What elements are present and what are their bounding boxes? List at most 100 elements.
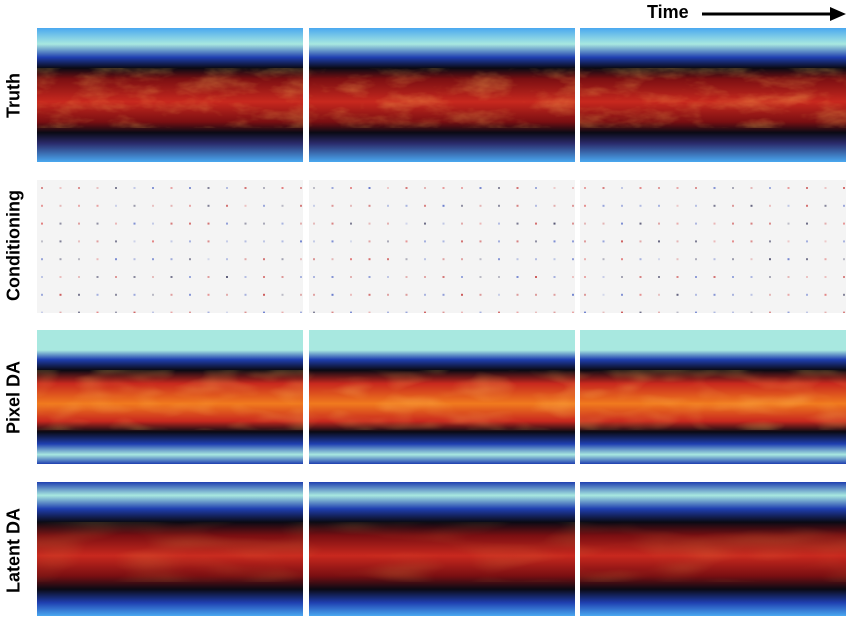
observation-dot bbox=[553, 293, 556, 296]
observation-dot bbox=[281, 258, 284, 261]
observation-dot bbox=[602, 276, 605, 278]
observation-dot bbox=[750, 204, 753, 207]
observation-dot bbox=[189, 311, 191, 313]
observation-dot bbox=[281, 204, 284, 207]
time-label: Time bbox=[647, 2, 689, 22]
observation-dot bbox=[207, 187, 210, 189]
observation-dot bbox=[750, 240, 753, 243]
observation-dot bbox=[442, 258, 445, 261]
observation-dot bbox=[442, 222, 445, 225]
observation-dot bbox=[115, 187, 117, 189]
observation-dot bbox=[368, 204, 371, 207]
observation-dot bbox=[152, 276, 154, 278]
observation-dot bbox=[824, 240, 827, 243]
observation-dot bbox=[115, 258, 117, 261]
observation-dot bbox=[498, 187, 500, 189]
observation-dot bbox=[226, 293, 228, 296]
panel-conditioning-t2 bbox=[309, 180, 575, 313]
observation-dot bbox=[170, 222, 173, 225]
panel-truth-t1 bbox=[37, 28, 303, 162]
observation-dot bbox=[806, 222, 808, 225]
row-label-latent-da: Latent DA bbox=[3, 508, 24, 593]
observation-dot bbox=[479, 187, 482, 189]
observation-dot bbox=[639, 311, 642, 313]
observation-dot bbox=[59, 293, 62, 296]
observation-dot bbox=[368, 240, 371, 243]
observation-dot bbox=[133, 222, 136, 225]
observation-dot bbox=[787, 187, 790, 189]
observation-dot bbox=[96, 222, 99, 225]
panel-pixel-t1 bbox=[37, 330, 303, 464]
observation-dot bbox=[59, 240, 62, 243]
observation-dot bbox=[152, 258, 154, 261]
observation-dot bbox=[621, 222, 623, 225]
observation-dot bbox=[244, 258, 247, 261]
observation-dot bbox=[806, 204, 808, 207]
observation-dot bbox=[713, 293, 716, 296]
observation-dot bbox=[263, 276, 265, 278]
observation-dot bbox=[535, 222, 537, 225]
observation-dot bbox=[368, 276, 371, 278]
observation-dot bbox=[769, 276, 771, 278]
observation-dot bbox=[695, 222, 697, 225]
observation-dot bbox=[41, 311, 43, 313]
observation-dot bbox=[843, 293, 845, 296]
observation-dot bbox=[572, 293, 574, 296]
observation-dot bbox=[281, 293, 284, 296]
field-texture bbox=[309, 522, 575, 582]
observation-dot bbox=[535, 311, 537, 313]
observation-dot bbox=[676, 204, 679, 207]
field-texture bbox=[580, 68, 846, 128]
field-texture bbox=[37, 522, 303, 582]
observation-dot bbox=[189, 240, 191, 243]
observation-dot bbox=[405, 276, 408, 278]
observation-dot bbox=[281, 187, 284, 189]
observation-dot bbox=[516, 293, 519, 296]
observation-dot bbox=[207, 311, 210, 313]
observation-dot bbox=[658, 258, 660, 261]
observation-dot bbox=[806, 311, 808, 313]
observation-dot bbox=[263, 240, 265, 243]
observation-dot bbox=[658, 187, 660, 189]
observation-dot bbox=[676, 240, 679, 243]
observation-dot bbox=[96, 187, 99, 189]
observation-dot bbox=[115, 222, 117, 225]
observation-dot bbox=[424, 222, 426, 225]
observation-dot bbox=[41, 204, 43, 207]
observation-dot bbox=[281, 276, 284, 278]
panel-pixel-t3 bbox=[580, 330, 846, 464]
observation-dot bbox=[331, 222, 334, 225]
observation-dot bbox=[553, 204, 556, 207]
observation-dot bbox=[639, 187, 642, 189]
observation-dot bbox=[41, 187, 43, 189]
observation-dot bbox=[769, 204, 771, 207]
time-arrow-icon bbox=[702, 7, 846, 21]
observation-dot bbox=[170, 276, 173, 278]
observation-dot bbox=[263, 293, 265, 296]
panel-latent-t3 bbox=[580, 482, 846, 616]
panel-truth-t3 bbox=[580, 28, 846, 162]
observation-dot bbox=[263, 204, 265, 207]
observation-dot bbox=[331, 258, 334, 261]
observation-dot bbox=[189, 293, 191, 296]
observation-dot bbox=[368, 258, 371, 261]
observation-dot bbox=[769, 240, 771, 243]
observation-dot bbox=[300, 258, 302, 261]
observation-dot bbox=[572, 187, 574, 189]
observation-dot bbox=[516, 311, 519, 313]
observation-dot bbox=[41, 240, 43, 243]
field-texture bbox=[309, 68, 575, 128]
observation-dot bbox=[313, 311, 315, 313]
observation-dot bbox=[806, 258, 808, 261]
observation-dot bbox=[387, 204, 389, 207]
observation-dot bbox=[368, 311, 371, 313]
observation-dot bbox=[639, 258, 642, 261]
observation-dot bbox=[281, 240, 284, 243]
observation-dot bbox=[498, 258, 500, 261]
observation-dot bbox=[115, 293, 117, 296]
observation-dot bbox=[843, 204, 845, 207]
observation-dot bbox=[535, 240, 537, 243]
row-label-truth: Truth bbox=[3, 73, 24, 118]
observation-dot bbox=[806, 240, 808, 243]
observation-dot bbox=[300, 311, 302, 313]
